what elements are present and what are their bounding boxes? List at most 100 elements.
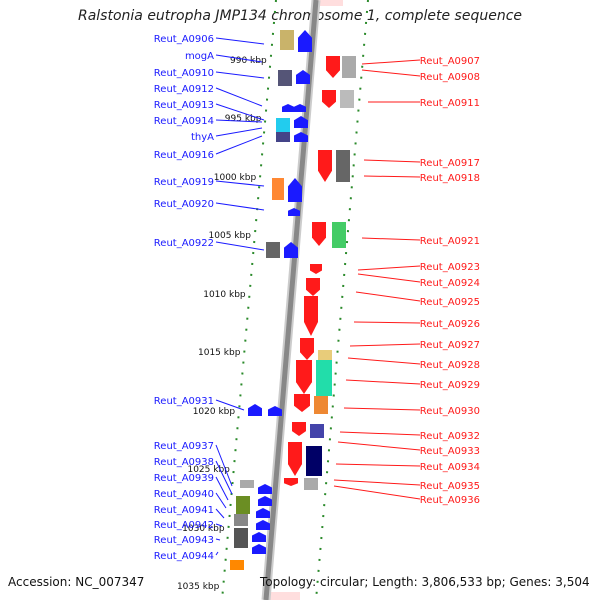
topology-text: Topology: circular; Length: 3,806,533 bp… [260,575,590,589]
frame-top [313,0,343,6]
scale-label: 990 kbp [230,56,267,66]
right-label-leader [349,343,421,347]
gene-block [306,446,322,476]
gene-arrow [288,208,300,216]
gene-arrow [292,422,306,436]
right-gene-label: Reut_A0908 [420,72,480,83]
right-label-leader [357,265,421,271]
right-gene-label: Reut_A0929 [420,380,480,391]
right-gene-label: Reut_A0936 [420,495,480,506]
right-label-leader [361,69,421,77]
left-gene-label: Reut_A0939 [154,473,214,484]
right-label-leader [361,237,421,241]
gene-arrow [284,478,298,486]
gene-arrow [300,338,314,360]
left-label-leader [215,523,223,527]
gene-tracks [230,30,356,570]
gene-arrow [268,406,282,416]
scale-frame: 990 kbp 995 kbp 1000 kbp 1005 kbp 1010 kbp 10… [177,0,369,600]
scale-line-left [221,0,277,600]
right-label-leader [347,357,421,365]
left-gene-label: Reut_A0914 [154,116,214,127]
right-label-leader [335,463,421,467]
gene-arrow [288,178,302,202]
right-gene-label: Reut_A0911 [420,98,480,109]
gene-arrow [304,296,318,336]
gene-arrow [248,404,262,416]
gene-block [342,56,356,78]
left-label-leader [215,71,265,79]
left-label-leader [215,103,265,121]
scale-label: 1035 kbp [177,582,220,592]
left-gene-label: Reut_A0937 [154,441,214,452]
left-label-leader [215,492,227,509]
gene-arrow [284,242,298,258]
right-label-leader [357,273,421,283]
right-gene-label: Reut_A0932 [420,431,480,442]
gene-arrow [294,394,310,412]
right-label-leader [345,379,421,385]
gene-block [332,222,346,248]
right-gene-label: Reut_A0933 [420,446,480,457]
gene-arrow [310,264,322,274]
left-gene-label: Reut_A0906 [154,34,214,45]
gene-arrow [282,104,294,112]
left-label-leader [215,87,263,107]
right-label-leader [333,479,421,486]
right-label-leader [337,441,421,451]
left-gene-label: Reut_A0941 [154,505,214,516]
scale-label: 995 kbp [225,114,262,124]
right-gene-label: Reut_A0907 [420,56,480,67]
right-label-leader [353,321,421,324]
right-label-leader [355,291,421,302]
gene-block [280,30,294,50]
gene-block [266,242,280,258]
gene-block [240,480,254,488]
left-gene-label: Reut_A0916 [154,150,214,161]
gene-block [236,496,250,514]
left-gene-label: Reut_A0931 [154,396,214,407]
scale-line-right [315,0,369,600]
left-label-leader [215,119,263,123]
gene-arrow [298,30,312,52]
gene-arrow [252,532,266,542]
scale-label: 1005 kbp [209,231,252,241]
gene-arrow [294,116,308,128]
right-gene-label: Reut_A0930 [420,406,480,417]
axis-line [263,0,319,600]
gene-block [336,150,350,182]
frame-bottom [270,592,300,600]
gene-block [340,90,354,108]
right-gene-label: Reut_A0921 [420,236,480,247]
left-gene-label: Reut_A0944 [154,551,214,562]
left-gene-label: Reut_A0912 [154,84,214,95]
left-gene-label: thyA [191,132,214,143]
right-label-leader [343,407,421,411]
right-gene-label: Reut_A0925 [420,297,480,308]
left-label-leader [215,135,263,155]
scale-label: 1000 kbp [214,173,257,183]
left-gene-label: Reut_A0910 [154,68,214,79]
gene-block [278,70,292,86]
gene-arrow [312,222,326,246]
accession-text: Accession: NC_007347 [8,575,145,589]
left-gene-label: mogA [185,51,214,62]
left-label-leader [215,508,225,519]
right-label-leader [363,159,421,163]
gene-arrow [306,278,320,296]
right-gene-labels: Reut_A0907 Reut_A0908 Reut_A0911 Reut_A0917… [333,56,480,506]
gene-block [272,178,284,200]
gene-block [230,560,244,570]
right-label-leader [361,59,421,65]
left-label-leader [215,538,221,541]
gene-block [316,360,332,396]
gene-block [314,396,328,414]
right-gene-label: Reut_A0924 [420,278,480,289]
left-label-leader [215,399,245,411]
left-label-leader [215,202,265,211]
gene-block [276,132,290,142]
left-gene-label: Reut_A0943 [154,535,214,546]
right-gene-label: Reut_A0918 [420,173,480,184]
left-gene-label: Reut_A0940 [154,489,214,500]
gene-arrow [256,520,270,530]
